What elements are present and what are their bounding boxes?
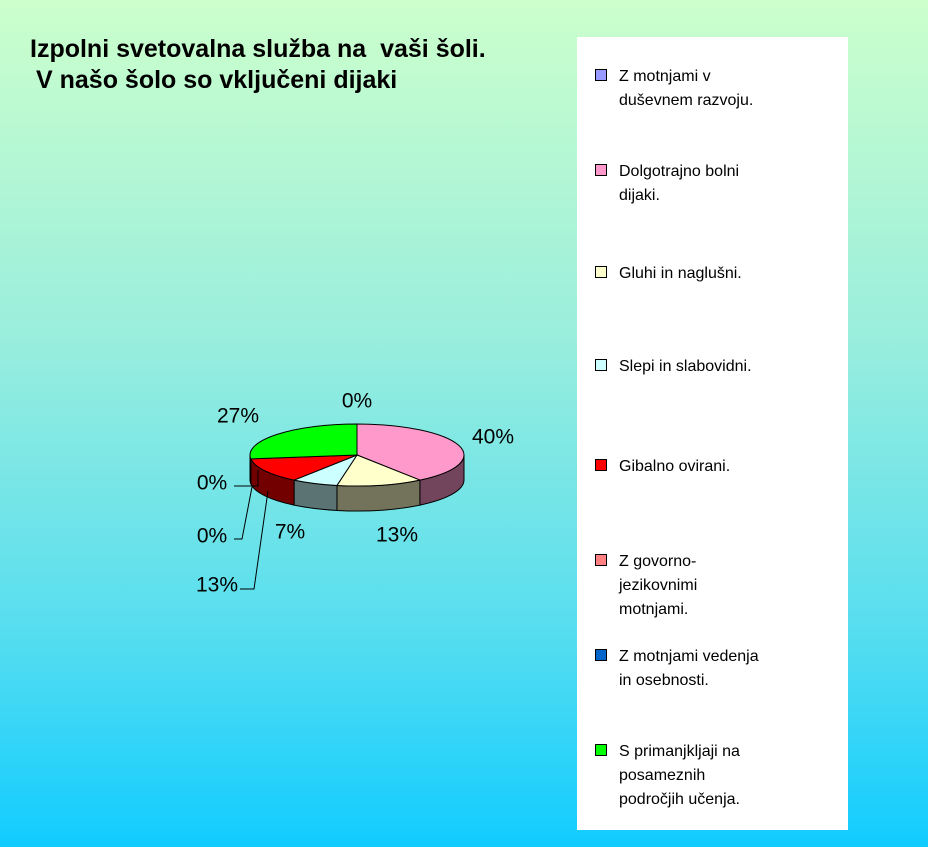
legend-label: Z motnjami v duševnem razvoju. xyxy=(619,68,754,109)
data-label: 0% xyxy=(342,390,372,413)
legend-swatch xyxy=(595,266,607,278)
legend-label: Z govorno-jezikovnimi motnjami. xyxy=(619,553,698,618)
legend-swatch xyxy=(595,649,607,661)
leader-line xyxy=(234,486,253,540)
legend-label: Dolgotrajno bolni dijaki. xyxy=(619,163,740,204)
legend-swatch xyxy=(595,459,607,471)
leader-line xyxy=(234,470,259,487)
chart-subtitle: V našo šolo so vključeni dijaki xyxy=(36,66,398,94)
data-label: 13% xyxy=(196,574,238,597)
legend-swatch xyxy=(595,69,607,81)
legend-swatch xyxy=(595,744,607,756)
slice xyxy=(356,423,465,481)
data-label: 27% xyxy=(217,405,259,428)
slice xyxy=(336,454,422,487)
legend-label: Gibalno ovirani. xyxy=(619,458,731,475)
slice xyxy=(249,423,358,460)
legend-label: Z motnjami vedenja in osebnosti. xyxy=(619,648,759,689)
legend: Z motnjami v duševnem razvoju. Dolgotrajn… xyxy=(577,37,848,830)
legend-swatch xyxy=(595,164,607,176)
legend-label: S primanjkljaji na posameznih področjih … xyxy=(619,743,740,808)
legend-label: Slepi in slabovidni. xyxy=(619,358,752,375)
pie-area: 0% 40% 13% 7% 13% 0% 0% 27% xyxy=(196,390,514,597)
legend-swatch xyxy=(595,359,607,371)
chart-title: Izpolni svetovalna služba na vaši šoli. xyxy=(30,35,486,63)
data-label: 13% xyxy=(376,524,418,547)
chart-title-block: Izpolni svetovalna služba na vaši šoli. V… xyxy=(30,34,486,96)
data-label: 0% xyxy=(197,525,227,548)
data-label: 40% xyxy=(472,426,514,449)
data-label: 7% xyxy=(275,521,305,544)
data-label: 0% xyxy=(197,472,227,495)
leader-line xyxy=(240,490,269,590)
slice xyxy=(250,454,358,481)
legend-label: Gluhi in naglušni. xyxy=(619,265,742,282)
legend-swatch xyxy=(595,554,607,566)
